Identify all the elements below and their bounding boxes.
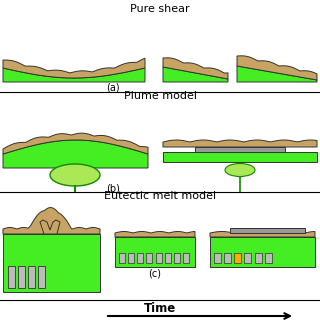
Polygon shape	[237, 56, 317, 80]
FancyBboxPatch shape	[128, 253, 134, 263]
Text: Eutectic melt model: Eutectic melt model	[104, 191, 216, 201]
FancyBboxPatch shape	[3, 234, 100, 292]
Polygon shape	[115, 231, 195, 237]
FancyBboxPatch shape	[137, 253, 143, 263]
Polygon shape	[163, 140, 317, 147]
Text: Plume model: Plume model	[124, 91, 196, 101]
Text: (a): (a)	[106, 82, 120, 92]
Text: (c): (c)	[148, 269, 162, 279]
Text: Time: Time	[144, 302, 176, 316]
Polygon shape	[3, 140, 148, 168]
FancyBboxPatch shape	[146, 253, 152, 263]
Text: Pure shear: Pure shear	[130, 4, 190, 14]
FancyBboxPatch shape	[18, 266, 25, 288]
FancyBboxPatch shape	[115, 237, 195, 267]
Polygon shape	[3, 133, 148, 154]
Polygon shape	[210, 231, 315, 237]
FancyBboxPatch shape	[265, 253, 272, 263]
Polygon shape	[237, 66, 317, 82]
Polygon shape	[3, 58, 145, 78]
FancyBboxPatch shape	[156, 253, 162, 263]
Ellipse shape	[225, 164, 255, 177]
FancyBboxPatch shape	[210, 237, 315, 267]
FancyBboxPatch shape	[119, 253, 125, 263]
FancyBboxPatch shape	[214, 253, 221, 263]
Polygon shape	[3, 208, 100, 234]
FancyBboxPatch shape	[195, 147, 285, 152]
Polygon shape	[40, 220, 60, 234]
FancyBboxPatch shape	[234, 253, 241, 263]
Polygon shape	[163, 67, 228, 82]
FancyBboxPatch shape	[230, 228, 305, 233]
FancyBboxPatch shape	[28, 266, 35, 288]
FancyBboxPatch shape	[183, 253, 189, 263]
FancyBboxPatch shape	[224, 253, 231, 263]
FancyBboxPatch shape	[165, 253, 171, 263]
Ellipse shape	[50, 164, 100, 186]
Text: (b): (b)	[106, 183, 120, 193]
FancyBboxPatch shape	[174, 253, 180, 263]
FancyBboxPatch shape	[255, 253, 262, 263]
Polygon shape	[3, 68, 145, 82]
Polygon shape	[163, 152, 317, 162]
FancyBboxPatch shape	[8, 266, 15, 288]
FancyBboxPatch shape	[244, 253, 251, 263]
FancyBboxPatch shape	[38, 266, 45, 288]
Polygon shape	[163, 58, 228, 79]
